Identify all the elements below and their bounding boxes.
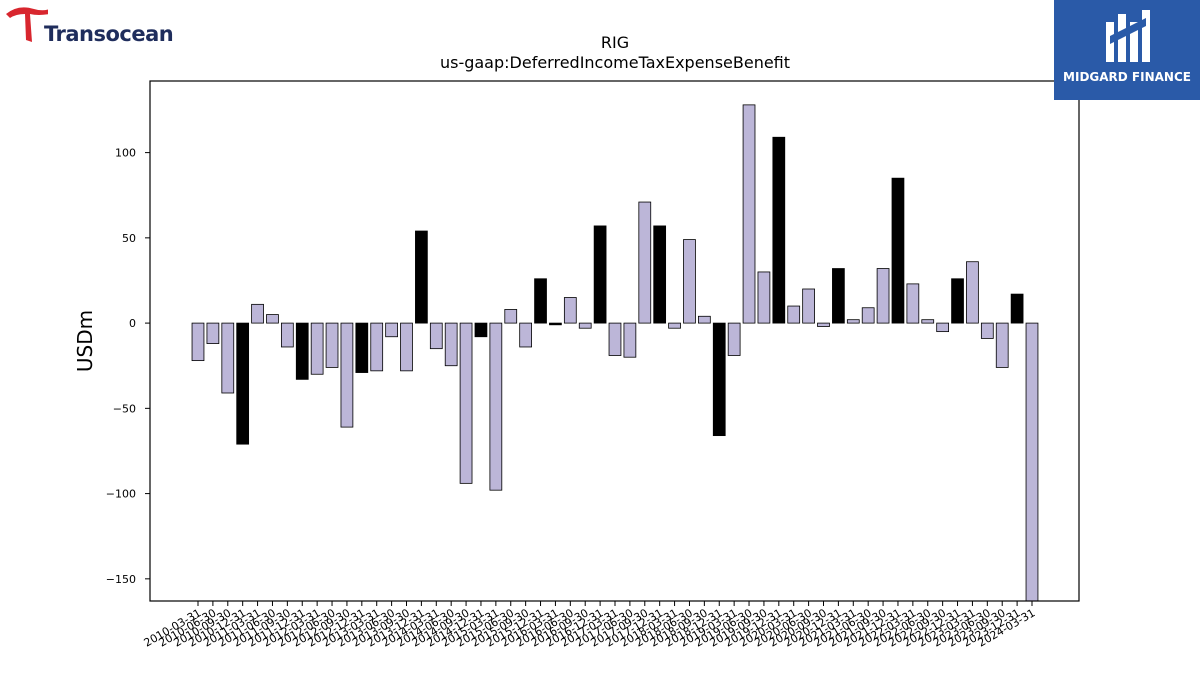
y-tick-label: 50 bbox=[122, 232, 136, 245]
bar-2023-12-31 bbox=[1010, 293, 1024, 324]
bar-2015-06-30 bbox=[504, 309, 518, 324]
bar-2012-03-31 bbox=[310, 322, 324, 375]
bar-2011-12-31 bbox=[295, 322, 309, 380]
midgard-mark-icon bbox=[1106, 10, 1150, 62]
transocean-logo: Transocean bbox=[4, 4, 194, 48]
plot-frame bbox=[149, 80, 1080, 602]
bar-2016-12-31 bbox=[593, 225, 607, 324]
bar-2020-03-31 bbox=[787, 305, 801, 324]
transocean-mark-icon bbox=[6, 7, 48, 42]
bar-2021-12-31 bbox=[891, 177, 905, 324]
bar-2022-12-31 bbox=[951, 278, 964, 324]
bar-2019-09-30 bbox=[757, 271, 771, 324]
y-tick-label: −100 bbox=[106, 488, 136, 501]
bar-2013-09-30 bbox=[400, 322, 413, 372]
bar-2012-09-30 bbox=[340, 322, 354, 428]
bar-2010-06-30 bbox=[206, 322, 220, 344]
y-tick-label: −50 bbox=[113, 402, 136, 415]
bar-2022-09-30 bbox=[936, 322, 950, 333]
bar-2011-06-30 bbox=[266, 314, 279, 324]
bar-2015-03-31 bbox=[489, 322, 503, 491]
bar-2023-03-31 bbox=[966, 261, 979, 324]
bar-2018-03-31 bbox=[668, 322, 681, 329]
bar-2021-03-31 bbox=[846, 319, 860, 324]
bar-2019-12-31 bbox=[772, 136, 786, 324]
chart-title: RIG bbox=[601, 33, 629, 52]
bar-2022-06-30 bbox=[921, 319, 935, 324]
chart-subtitle: us-gaap:DeferredIncomeTaxExpenseBenefit bbox=[440, 53, 790, 72]
bar-2023-09-30 bbox=[995, 322, 1009, 368]
bar-2016-06-30 bbox=[563, 297, 577, 324]
y-axis-ticks: −150 −100 −50 0 50 100 bbox=[106, 147, 150, 586]
bar-2021-09-30 bbox=[876, 268, 890, 324]
y-tick-label: −150 bbox=[106, 573, 136, 586]
midgard-finance-logo: MIDGARD FINANCE bbox=[1054, 0, 1200, 100]
bar-2018-12-31 bbox=[712, 322, 726, 437]
bar-2019-06-30 bbox=[742, 104, 756, 324]
bar-2010-03-31 bbox=[191, 322, 205, 362]
midgard-wordmark: MIDGARD FINANCE bbox=[1063, 70, 1191, 84]
y-tick-label: 0 bbox=[129, 317, 136, 330]
bar-2017-12-31 bbox=[653, 225, 667, 324]
bar-2013-12-31 bbox=[415, 230, 428, 324]
bar-2015-12-31 bbox=[534, 278, 547, 324]
bar-2016-03-31 bbox=[549, 322, 562, 326]
bar-2012-12-31 bbox=[355, 322, 369, 373]
bar-2018-06-30 bbox=[683, 239, 696, 324]
transocean-wordmark: Transocean bbox=[44, 22, 174, 46]
x-axis-ticks: 2010-03-312010-06-302010-09-302010-12-31… bbox=[142, 601, 1038, 650]
bar-2011-03-31 bbox=[251, 303, 264, 324]
bar-2023-06-30 bbox=[980, 322, 994, 339]
y-tick-label: 100 bbox=[115, 147, 136, 160]
bar-2020-12-31 bbox=[832, 268, 845, 324]
bar-2017-03-31 bbox=[608, 322, 622, 356]
bar-2014-06-30 bbox=[444, 322, 458, 367]
bar-2013-03-31 bbox=[370, 322, 384, 372]
bar-2010-12-31 bbox=[236, 322, 250, 445]
bar-2019-03-31 bbox=[727, 322, 741, 356]
bar-2018-09-30 bbox=[698, 315, 711, 324]
bar-series bbox=[191, 104, 1039, 602]
bar-2020-09-30 bbox=[817, 322, 830, 327]
bar-2012-06-30 bbox=[325, 322, 339, 368]
bar-2014-03-31 bbox=[429, 322, 443, 350]
bar-2010-09-30 bbox=[221, 322, 235, 394]
y-axis-label: USDm bbox=[73, 310, 97, 372]
bar-2024-03-31 bbox=[1025, 322, 1039, 602]
bar-2015-09-30 bbox=[519, 322, 533, 348]
bar-2022-03-31 bbox=[906, 283, 920, 324]
bar-2013-06-30 bbox=[385, 322, 398, 338]
bar-2017-09-30 bbox=[638, 201, 652, 324]
bar-2014-12-31 bbox=[474, 322, 488, 338]
bar-2016-09-30 bbox=[578, 322, 592, 329]
bar-2014-09-30 bbox=[459, 322, 473, 484]
bar-2021-06-30 bbox=[861, 307, 875, 324]
bar-2011-09-30 bbox=[280, 322, 294, 348]
bar-2020-06-30 bbox=[802, 288, 815, 324]
bar-2017-06-30 bbox=[623, 322, 637, 358]
